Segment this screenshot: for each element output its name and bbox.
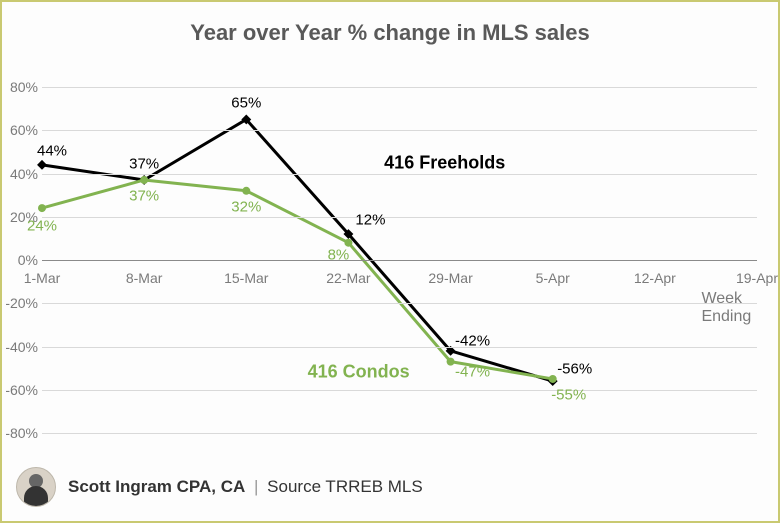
y-axis-label: 0% [18,252,38,268]
gridline [42,433,757,434]
author-avatar [16,467,56,507]
data-label: 44% [37,142,67,159]
gridline [42,174,757,175]
data-marker [38,204,46,212]
y-axis-label: -40% [5,339,38,355]
author-name: Scott Ingram CPA, CA [68,477,245,496]
gridline [42,87,757,88]
data-label: -56% [557,361,592,378]
series-name-label: 416 Freeholds [384,152,505,173]
x-axis-label: 5-Apr [536,270,570,286]
chart-title: Year over Year % change in MLS sales [2,20,778,46]
gridline [42,347,757,348]
data-marker [140,176,148,184]
x-axis-label: 12-Apr [634,270,676,286]
data-label: 65% [231,95,261,112]
chart-footer: Scott Ingram CPA, CA | Source TRREB MLS [16,467,423,507]
x-axis-label: 1-Mar [24,270,61,286]
x-axis-title: Week Ending [701,290,751,326]
x-axis-label: 19-Apr [736,270,778,286]
gridline [42,390,757,391]
data-label: 24% [27,218,57,235]
y-axis-label: 60% [10,122,38,138]
data-label: -55% [551,386,586,403]
gridline [42,217,757,218]
data-label: 12% [355,212,385,229]
y-axis-label: -80% [5,425,38,441]
y-axis-label: 40% [10,166,38,182]
chart-frame: Year over Year % change in MLS sales -80… [0,0,780,523]
data-label: 37% [129,155,159,172]
data-label: 32% [231,198,261,215]
x-axis-label: 29-Mar [428,270,472,286]
data-label: -47% [455,363,490,380]
data-label: 37% [129,187,159,204]
series-name-label: 416 Condos [308,362,410,383]
x-axis-label: 22-Mar [326,270,370,286]
x-axis-label: 8-Mar [126,270,163,286]
x-axis-label: 15-Mar [224,270,268,286]
byline: Scott Ingram CPA, CA | Source TRREB MLS [68,477,423,497]
data-marker [37,160,47,170]
data-marker [242,187,250,195]
plot-area: -80%-60%-40%-20%0%20%40%60%80%1-Mar8-Mar… [42,87,757,433]
gridline [42,130,757,131]
y-axis-label: -60% [5,382,38,398]
byline-separator: | [254,477,258,496]
y-axis-label: -20% [5,295,38,311]
data-marker [447,358,455,366]
data-marker [549,375,557,383]
zero-line [42,260,757,261]
y-axis-label: 80% [10,79,38,95]
source-text: Source TRREB MLS [267,477,423,496]
gridline [42,303,757,304]
data-label: 8% [328,246,350,263]
data-label: -42% [455,332,490,349]
